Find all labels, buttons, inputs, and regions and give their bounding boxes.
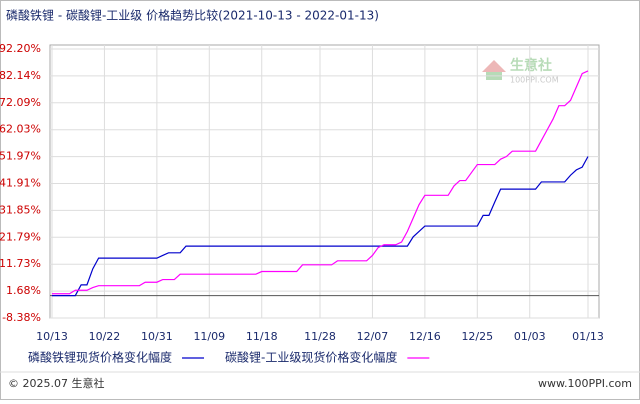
watermark-icon [482,60,506,72]
x-tick-label: 10/31 [141,330,173,343]
y-tick-label: 41.91% [0,177,41,190]
chart-title: 磷酸铁锂 - 碳酸锂-工业级 价格趋势比较(2021-10-13 - 2022-… [6,8,379,23]
x-tick-label: 12/16 [409,330,441,343]
x-tick-label: 01/03 [514,330,546,343]
x-tick-label: 12/07 [357,330,389,343]
x-tick-label: 11/09 [193,330,225,343]
footer-left: © 2025.07 生意社 [8,376,104,390]
y-tick-label: 31.85% [0,203,41,216]
series-line [52,156,589,297]
x-tick-label: 10/13 [36,330,68,343]
x-tick-label: 01/13 [572,330,604,343]
x-tick-label: 11/28 [304,330,336,343]
legend-label: 碳酸锂-工业级现货价格变化幅度 [225,350,397,365]
y-tick-label: -8.38% [2,311,41,324]
y-tick-label: 72.09% [0,96,41,109]
series-line [52,70,589,295]
y-tick-label: 92.20% [0,42,41,55]
y-tick-label: 62.03% [0,123,41,136]
x-tick-label: 10/22 [89,330,121,343]
y-tick-label: 11.73% [0,257,41,270]
x-tick-label: 11/18 [246,330,278,343]
watermark-text: 生意社 [510,57,552,74]
y-tick-label: 51.97% [0,150,41,163]
y-tick-label: 21.79% [0,230,41,243]
watermark-text: 100PPI.COM [510,76,559,85]
x-tick-label: 12/25 [461,330,493,343]
legend-label: 磷酸铁锂现货价格变化幅度 [28,350,172,365]
y-tick-label: 82.14% [0,69,41,82]
y-tick-label: 1.68% [6,284,41,297]
footer-right: www.100PPI.com [538,377,632,390]
